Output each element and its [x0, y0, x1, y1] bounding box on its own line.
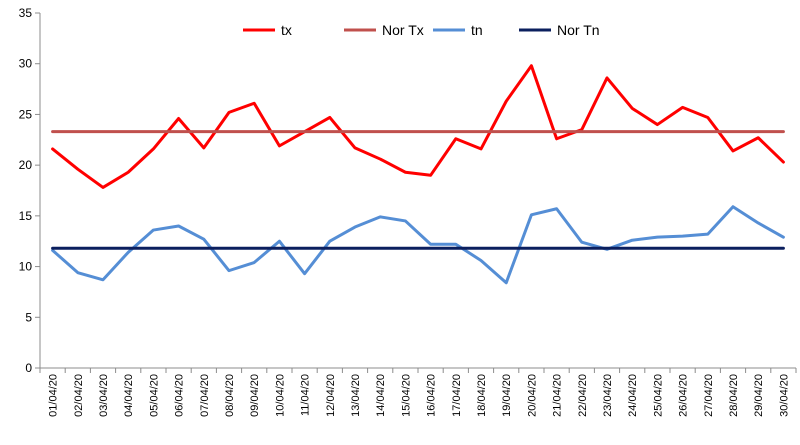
x-tick-label: 03/04/20: [98, 374, 110, 417]
y-axis-ticks: 0 5 10 15 20 25 30 35: [19, 6, 40, 375]
y-tick-label: 20: [19, 158, 33, 172]
y-tick-label: 10: [19, 260, 33, 274]
x-tick-label: 25/04/20: [652, 374, 664, 417]
y-tick-label: 5: [25, 310, 32, 324]
x-tick-label: 15/04/20: [400, 374, 412, 417]
x-tick-label: 04/04/20: [123, 374, 135, 417]
legend-label-tx: tx: [281, 22, 292, 38]
x-tick-label: 06/04/20: [174, 374, 186, 417]
x-tick-label: 23/04/20: [602, 374, 614, 417]
x-tick-label: 20/04/20: [526, 374, 538, 417]
x-tick-label: 14/04/20: [375, 374, 387, 417]
x-tick-label: 28/04/20: [728, 374, 740, 417]
x-axis-ticks: 01/04/20 02/04/20 03/04/20 04/04/20 05/04/20…: [39, 368, 797, 417]
series-line-tn: [51, 205, 785, 285]
x-tick-label: 11/04/20: [300, 374, 312, 416]
x-tick-label: 02/04/20: [73, 374, 85, 417]
y-tick-label: 15: [19, 209, 33, 223]
x-tick-label: 08/04/20: [224, 374, 236, 417]
legend-label-nor-tn: Nor Tn: [557, 22, 600, 38]
x-tick-label: 05/04/20: [148, 374, 160, 417]
legend: tx Nor Tx tn Nor Tn: [243, 22, 600, 38]
y-tick-label: 35: [19, 6, 33, 20]
legend-label-nor-tx: Nor Tx: [382, 22, 424, 38]
x-tick-label: 27/04/20: [703, 374, 715, 417]
x-tick-label: 16/04/20: [426, 374, 438, 417]
legend-label-tn: tn: [471, 22, 483, 38]
x-tick-label: 17/04/20: [451, 374, 463, 417]
x-tick-label: 19/04/20: [501, 374, 513, 417]
x-tick-label: 18/04/20: [476, 374, 488, 417]
y-tick-label: 0: [25, 361, 32, 375]
x-tick-label: 30/04/20: [778, 374, 790, 417]
x-tick-label: 22/04/20: [577, 374, 589, 417]
series-line-tx: [51, 64, 785, 189]
series-lines: [51, 64, 785, 285]
x-tick-label: 10/04/20: [274, 374, 286, 417]
axes: [39, 13, 796, 369]
x-tick-label: 12/04/20: [325, 374, 337, 417]
x-tick-label: 24/04/20: [627, 374, 639, 417]
x-tick-label: 21/04/20: [552, 374, 564, 417]
x-tick-label: 29/04/20: [753, 374, 765, 417]
x-tick-label: 07/04/20: [199, 374, 211, 417]
y-tick-label: 25: [19, 107, 33, 121]
x-tick-label: 09/04/20: [249, 374, 261, 417]
x-tick-label: 01/04/20: [48, 374, 60, 417]
y-tick-label: 30: [19, 57, 33, 71]
x-tick-label: 13/04/20: [350, 374, 362, 417]
x-tick-label: 26/04/20: [678, 374, 690, 417]
